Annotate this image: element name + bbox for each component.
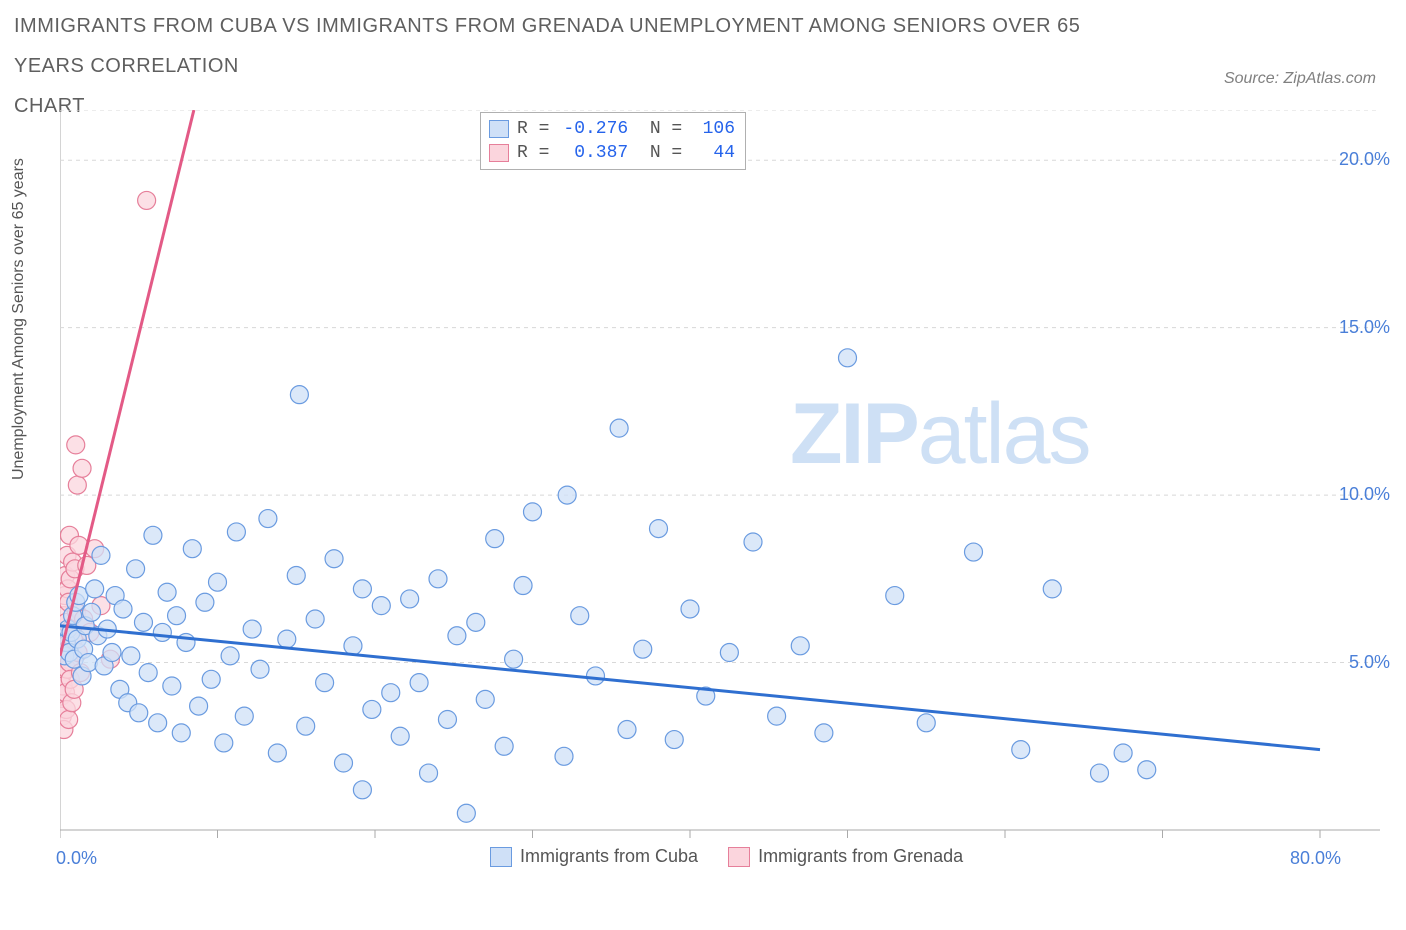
legend-item: Immigrants from Grenada <box>728 846 963 867</box>
legend-label: Immigrants from Grenada <box>758 846 963 867</box>
chart-title-line1: IMMIGRANTS FROM CUBA VS IMMIGRANTS FROM … <box>14 15 1080 77</box>
stat-row: R = -0.276 N = 106 <box>489 117 735 141</box>
stat-swatch <box>489 120 509 138</box>
y-tick-label: 5.0% <box>1330 652 1390 673</box>
y-tick-label: 20.0% <box>1330 149 1390 170</box>
chart-title: IMMIGRANTS FROM CUBA VS IMMIGRANTS FROM … <box>14 6 1114 126</box>
y-tick-label: 15.0% <box>1330 317 1390 338</box>
plot-svg <box>60 110 1380 850</box>
series-legend: Immigrants from Cuba Immigrants from Gren… <box>490 846 963 867</box>
stat-text: R = 0.387 N = 44 <box>517 141 735 165</box>
y-axis-label: Unemployment Among Seniors over 65 years <box>10 158 28 480</box>
chart-source: Source: ZipAtlas.com <box>1224 70 1376 88</box>
legend-label: Immigrants from Cuba <box>520 846 698 867</box>
legend-swatch <box>728 847 750 867</box>
x-tick-label: 80.0% <box>1290 848 1341 869</box>
scatter-plot <box>60 110 1380 850</box>
y-tick-label: 10.0% <box>1330 484 1390 505</box>
legend-swatch <box>490 847 512 867</box>
stat-row: R = 0.387 N = 44 <box>489 141 735 165</box>
correlation-stats-box: R = -0.276 N = 106R = 0.387 N = 44 <box>480 112 746 170</box>
stat-swatch <box>489 144 509 162</box>
legend-item: Immigrants from Cuba <box>490 846 698 867</box>
stat-text: R = -0.276 N = 106 <box>517 117 735 141</box>
x-tick-label: 0.0% <box>56 848 97 869</box>
